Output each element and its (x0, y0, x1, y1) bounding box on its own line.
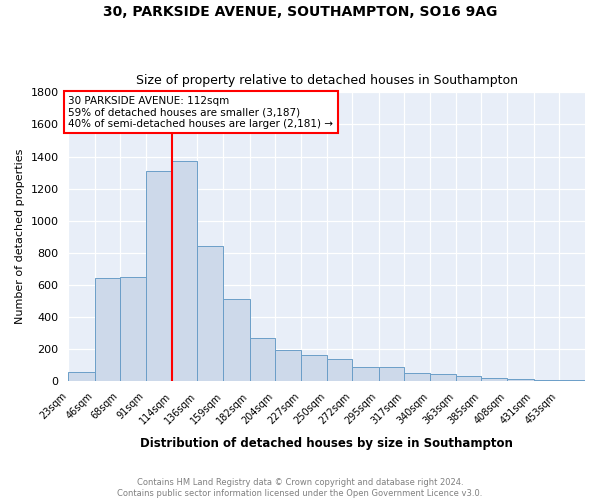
Bar (68, 372, 95, 381)
Bar (508, 379, 533, 381)
Bar (352, 366, 379, 381)
Bar (172, 162, 197, 381)
Text: 30, PARKSIDE AVENUE, SOUTHAMPTON, SO16 9AG: 30, PARKSIDE AVENUE, SOUTHAMPTON, SO16 9… (103, 5, 497, 19)
Bar (250, 338, 275, 381)
Bar (404, 373, 430, 381)
Bar (146, 171, 172, 381)
Bar (456, 376, 481, 381)
Bar (275, 350, 301, 381)
Bar (95, 278, 120, 381)
Bar (379, 366, 404, 381)
Bar (481, 378, 508, 381)
Bar (120, 277, 146, 381)
Bar (533, 380, 559, 381)
Text: Contains HM Land Registry data © Crown copyright and database right 2024.
Contai: Contains HM Land Registry data © Crown c… (118, 478, 482, 498)
Bar (223, 300, 250, 381)
Bar (430, 374, 456, 381)
Title: Size of property relative to detached houses in Southampton: Size of property relative to detached ho… (136, 74, 518, 87)
Text: 30 PARKSIDE AVENUE: 112sqm
59% of detached houses are smaller (3,187)
40% of sem: 30 PARKSIDE AVENUE: 112sqm 59% of detach… (68, 96, 334, 128)
Y-axis label: Number of detached properties: Number of detached properties (15, 149, 25, 324)
Bar (301, 356, 327, 381)
Bar (327, 358, 352, 381)
X-axis label: Distribution of detached houses by size in Southampton: Distribution of detached houses by size … (140, 437, 513, 450)
Bar (559, 380, 585, 381)
Bar (197, 246, 223, 381)
